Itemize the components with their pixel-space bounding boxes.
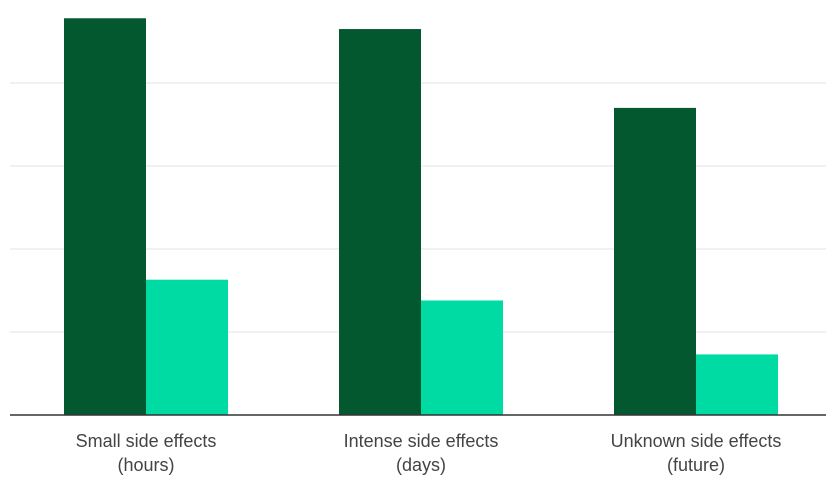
bars [64, 18, 778, 416]
x-tick-label: Small side effects [76, 431, 217, 451]
x-tick-label: (hours) [117, 455, 174, 475]
x-tick-label: (future) [667, 455, 725, 475]
x-tick-label: (days) [396, 455, 446, 475]
bar-1-series-1 [64, 18, 146, 415]
bar-2-series-1 [339, 29, 421, 416]
bar-1-series-2 [146, 279, 228, 415]
bar-3-series-2 [696, 354, 778, 415]
bar-2-series-2 [421, 300, 503, 415]
x-tick-label: Intense side effects [344, 431, 499, 451]
bar-3-series-1 [614, 107, 696, 416]
x-tick-label: Unknown side effects [611, 431, 782, 451]
x-axis-labels: Small side effects (hours) Intense side ef… [76, 431, 782, 475]
